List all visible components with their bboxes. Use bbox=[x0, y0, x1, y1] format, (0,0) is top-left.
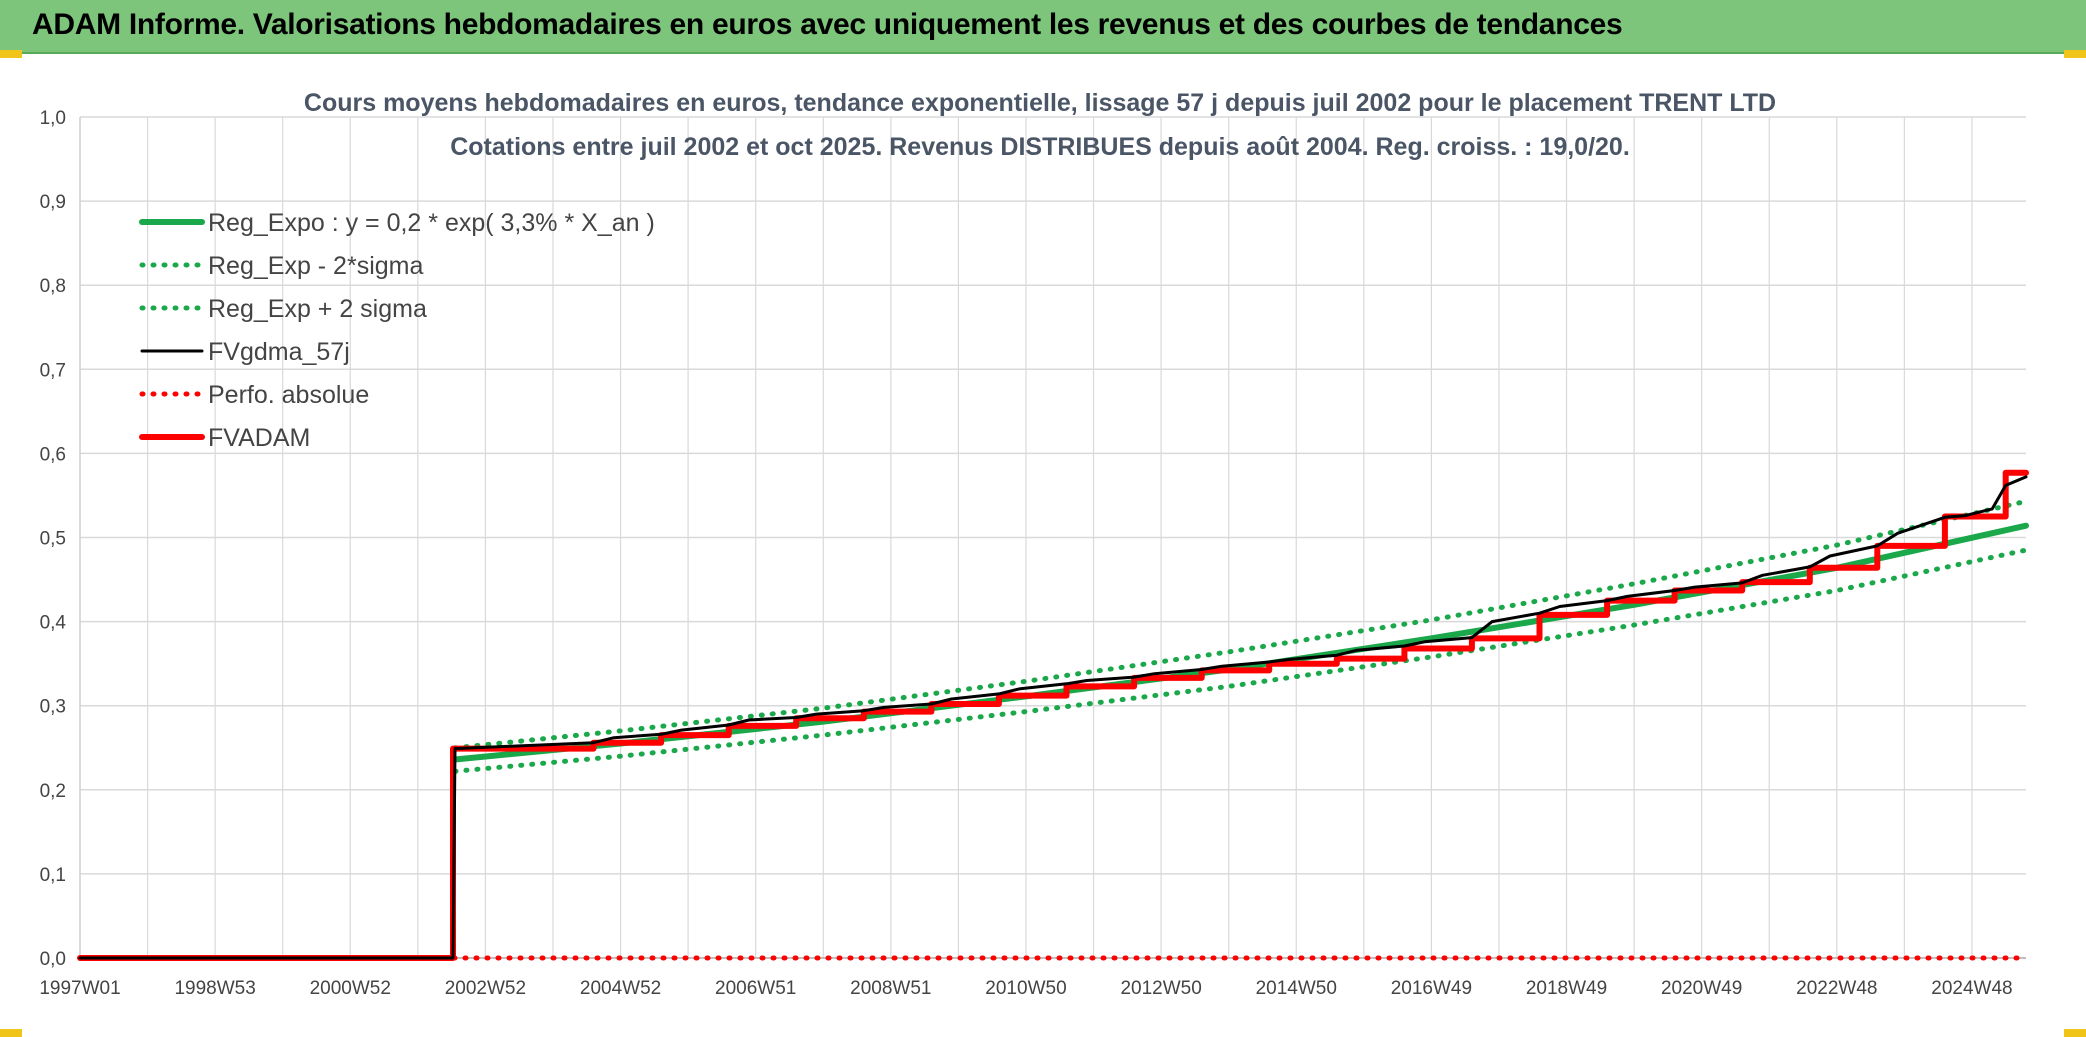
legend-label: FVADAM bbox=[208, 424, 310, 452]
series-line bbox=[77, 469, 2029, 961]
corner-accent-top-left bbox=[0, 50, 22, 58]
legend-label: FVgdma_57j bbox=[208, 338, 350, 366]
x-axis-ticks: 1997W01 1998W53 2000W52 2002W52 2004W52 2006W… bbox=[39, 978, 2012, 999]
x-tick-label: 1997W01 bbox=[39, 978, 120, 999]
x-tick-label: 2006W51 bbox=[715, 978, 796, 999]
chart-title: Cours moyens hebdomadaires en euros, ten… bbox=[304, 89, 1776, 117]
y-tick-label: 0,6 bbox=[40, 444, 66, 465]
legend-label: Perfo. absolue bbox=[208, 381, 369, 409]
legend-label: Reg_Exp - 2*sigma bbox=[208, 252, 423, 280]
y-tick-label: 0,8 bbox=[40, 276, 66, 297]
legend-label: Reg_Expo : y = 0,2 * exp( 3,3% * X_an ) bbox=[208, 209, 655, 237]
x-tick-label: 2002W52 bbox=[445, 978, 526, 999]
report-title: ADAM Informe. Valorisations hebdomadaire… bbox=[32, 8, 1623, 41]
corner-accent-bottom-left bbox=[0, 1029, 22, 1037]
x-tick-label: 2012W50 bbox=[1120, 978, 1201, 999]
corner-accent-bottom-right bbox=[2064, 1029, 2086, 1037]
x-tick-label: 2014W50 bbox=[1256, 978, 1337, 999]
report-banner: ADAM Informe. Valorisations hebdomadaire… bbox=[0, 0, 2086, 54]
series-lines bbox=[77, 469, 2029, 961]
x-tick-label: 2016W49 bbox=[1391, 978, 1472, 999]
x-tick-label: 2018W49 bbox=[1526, 978, 1607, 999]
x-tick-label: 2010W50 bbox=[985, 978, 1066, 999]
x-tick-label: 1998W53 bbox=[174, 978, 255, 999]
y-tick-label: 1,0 bbox=[40, 108, 66, 129]
x-tick-label: 2000W52 bbox=[310, 978, 391, 999]
x-tick-label: 2008W51 bbox=[850, 978, 931, 999]
y-axis-ticks: 0,0 0,1 0,2 0,3 0,4 0,5 0,6 0,7 0,8 0,9 1,0 bbox=[40, 108, 67, 970]
series-line bbox=[78, 475, 2028, 960]
chart-legend: Reg_Expo : y = 0,2 * exp( 3,3% * X_an ) R… bbox=[139, 209, 655, 452]
x-tick-label: 2024W48 bbox=[1931, 978, 2012, 999]
corner-accent-top-right bbox=[2064, 50, 2086, 58]
line-chart: 0,0 0,1 0,2 0,3 0,4 0,5 0,6 0,7 0,8 0,9 1,0 1997W0… bbox=[39, 89, 2029, 999]
y-tick-label: 0,5 bbox=[40, 529, 66, 550]
series-line bbox=[452, 547, 2029, 774]
series-line bbox=[452, 522, 2029, 763]
series-line bbox=[452, 498, 2029, 751]
y-tick-label: 0,1 bbox=[40, 865, 66, 886]
x-tick-label: 2004W52 bbox=[580, 978, 661, 999]
chart-subtitle: Cotations entre juil 2002 et oct 2025. R… bbox=[450, 133, 1630, 161]
grid-lines bbox=[79, 116, 2026, 959]
legend-label: Reg_Exp + 2 sigma bbox=[208, 295, 427, 323]
y-tick-label: 0,7 bbox=[40, 360, 66, 381]
y-tick-label: 0,4 bbox=[40, 613, 67, 634]
y-tick-label: 0,9 bbox=[40, 192, 66, 213]
y-tick-label: 0,0 bbox=[40, 949, 66, 970]
x-tick-label: 2020W49 bbox=[1661, 978, 1742, 999]
y-tick-label: 0,3 bbox=[40, 697, 66, 718]
y-tick-label: 0,2 bbox=[40, 781, 66, 802]
x-tick-label: 2022W48 bbox=[1796, 978, 1877, 999]
